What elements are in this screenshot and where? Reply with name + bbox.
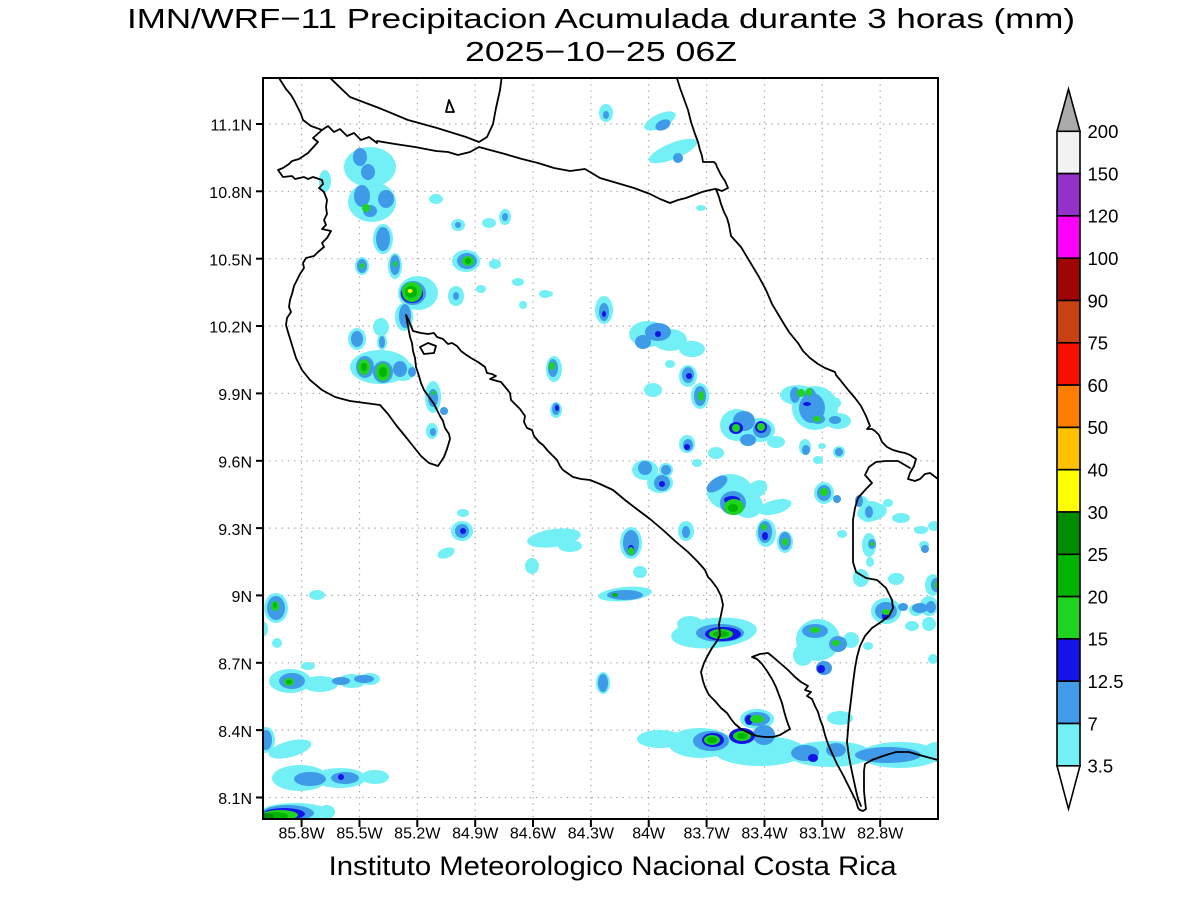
- svg-text:30: 30: [1088, 502, 1109, 523]
- svg-text:7: 7: [1088, 713, 1098, 734]
- svg-text:84.3W: 84.3W: [568, 826, 615, 843]
- svg-text:15: 15: [1088, 629, 1109, 650]
- svg-text:75: 75: [1088, 333, 1109, 354]
- svg-text:150: 150: [1088, 163, 1119, 184]
- svg-text:200: 200: [1088, 121, 1119, 142]
- svg-text:85.5W: 85.5W: [336, 826, 383, 843]
- svg-text:85.8W: 85.8W: [278, 826, 325, 843]
- svg-text:9.3N: 9.3N: [218, 522, 252, 539]
- svg-text:10.2N: 10.2N: [209, 320, 252, 337]
- svg-text:50: 50: [1088, 417, 1109, 438]
- svg-text:84W: 84W: [632, 826, 666, 843]
- svg-text:25: 25: [1088, 544, 1109, 565]
- svg-text:2025−10−25 06Z: 2025−10−25 06Z: [465, 36, 737, 67]
- svg-text:100: 100: [1088, 248, 1119, 269]
- svg-text:9.6N: 9.6N: [218, 454, 252, 471]
- svg-text:8.1N: 8.1N: [218, 791, 252, 808]
- svg-text:120: 120: [1088, 206, 1119, 227]
- svg-text:83.1W: 83.1W: [799, 826, 846, 843]
- svg-text:IMN/WRF−11 Precipitacion Acumu: IMN/WRF−11 Precipitacion Acumulada duran…: [127, 3, 1075, 34]
- svg-text:8.4N: 8.4N: [218, 724, 252, 741]
- svg-text:8.7N: 8.7N: [218, 657, 252, 674]
- svg-text:10.8N: 10.8N: [209, 185, 252, 202]
- svg-text:12.5: 12.5: [1088, 671, 1124, 692]
- svg-text:9.9N: 9.9N: [218, 387, 252, 404]
- svg-text:9N: 9N: [232, 589, 252, 606]
- svg-text:40: 40: [1088, 460, 1109, 481]
- svg-text:Instituto Meteorologico Nacion: Instituto Meteorologico Nacional Costa R…: [329, 851, 898, 881]
- svg-text:60: 60: [1088, 375, 1109, 396]
- svg-text:84.6W: 84.6W: [510, 826, 557, 843]
- svg-text:82.8W: 82.8W: [857, 826, 904, 843]
- svg-text:90: 90: [1088, 290, 1109, 311]
- svg-text:3.5: 3.5: [1088, 756, 1114, 777]
- svg-text:83.7W: 83.7W: [683, 826, 730, 843]
- svg-text:10.5N: 10.5N: [209, 252, 252, 269]
- svg-text:83.4W: 83.4W: [741, 826, 788, 843]
- svg-text:84.9W: 84.9W: [452, 826, 499, 843]
- svg-text:85.2W: 85.2W: [394, 826, 441, 843]
- svg-text:11.1N: 11.1N: [210, 118, 252, 135]
- svg-text:20: 20: [1088, 586, 1109, 607]
